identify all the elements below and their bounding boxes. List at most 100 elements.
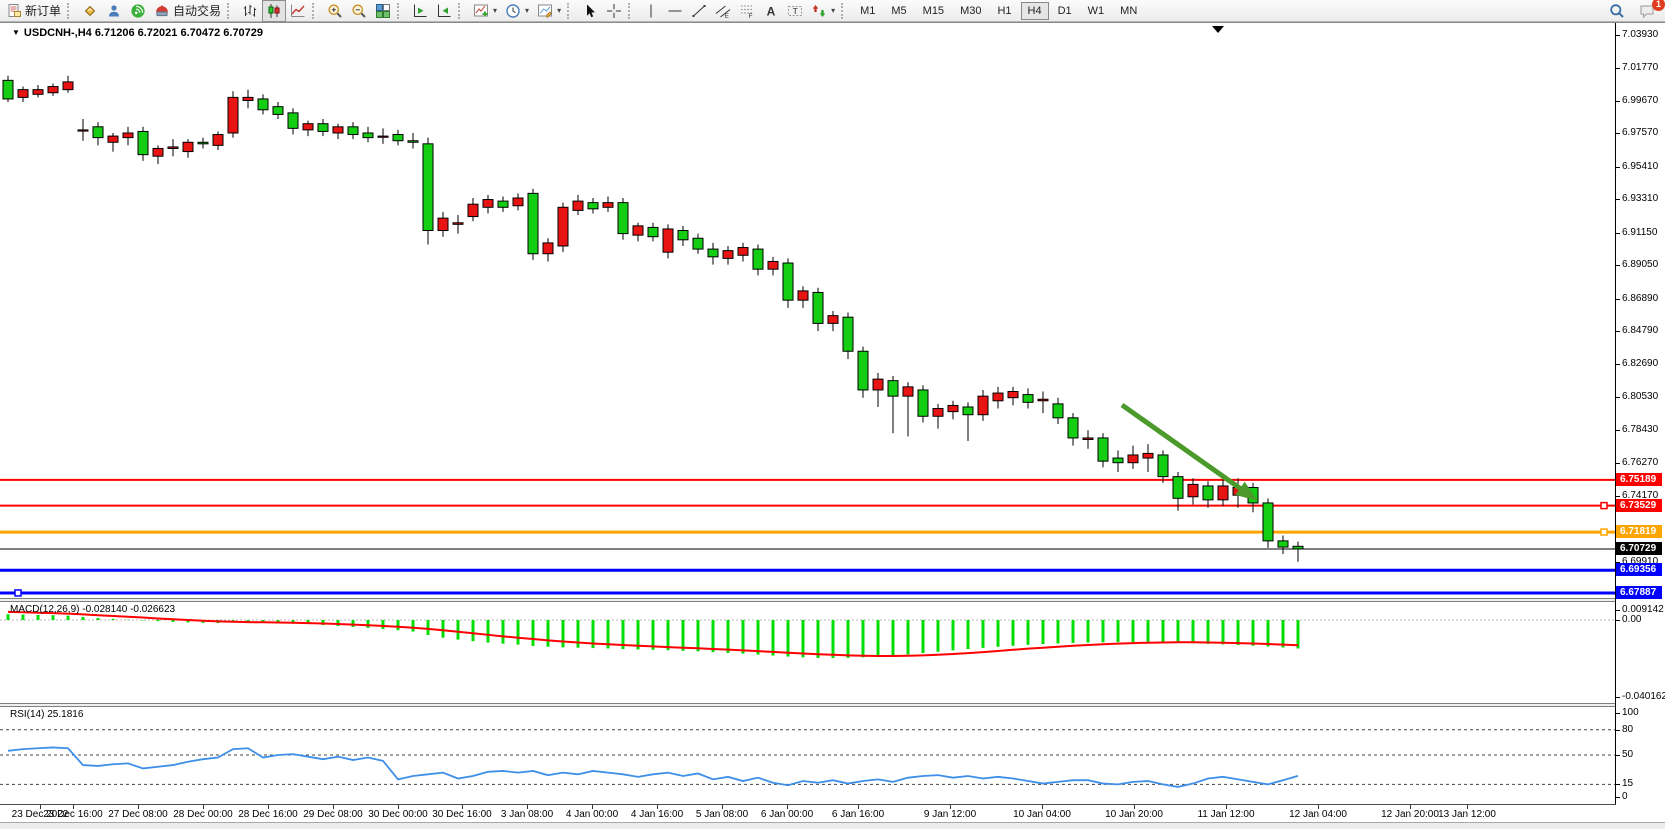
status-bar (0, 822, 1665, 829)
rsi-scale-label: 80 (1622, 723, 1634, 735)
time-tick-label: 13 Jan 12:00 (1438, 809, 1496, 820)
candle-body (677, 230, 689, 241)
zoom-in-button[interactable] (323, 0, 347, 22)
toolbar-group-grip[interactable] (67, 2, 74, 19)
bar-chart-button[interactable] (238, 0, 262, 22)
dropdown-caret-icon[interactable]: ▾ (525, 6, 530, 15)
level-price-badge: 6.71819 (1616, 525, 1662, 539)
arrows-button[interactable]: ▾ (807, 0, 839, 22)
signals-button[interactable] (126, 0, 150, 22)
timeframe-h4-button[interactable]: H4 (1020, 1, 1049, 20)
toolbar-group-grip[interactable] (397, 2, 404, 19)
toolbar-group-grip[interactable] (628, 2, 635, 19)
zoom-out-button[interactable] (347, 0, 371, 22)
time-scale[interactable]: 23 Dec 2022 23 Dec 16:00 27 Dec 08:00 28 De… (0, 804, 1616, 823)
candle-body (482, 199, 494, 208)
candle-body (47, 86, 59, 94)
timeframe-w1-button[interactable]: W1 (1087, 4, 1105, 17)
candle-body (182, 141, 194, 153)
toolbar-group-grip[interactable] (841, 2, 848, 19)
candlestick-chart-button[interactable] (262, 0, 287, 22)
price-chart-panel[interactable] (0, 23, 1615, 598)
dropdown-caret-icon[interactable]: ▾ (831, 6, 836, 15)
trendline-button[interactable] (687, 0, 711, 22)
price-chart-canvas[interactable] (0, 23, 1615, 598)
macd-rsi-splitter[interactable] (0, 703, 1616, 707)
community-button[interactable] (102, 0, 126, 22)
scale-tick (1616, 561, 1620, 563)
toolbar-group-grip[interactable] (567, 2, 574, 19)
trend-arrow-line[interactable] (1120, 402, 1242, 491)
candle-body (1007, 391, 1019, 399)
trendline-icon (692, 4, 706, 17)
autotrading-icon (156, 5, 168, 16)
horizontal-line-button[interactable] (663, 0, 687, 22)
candle-body (707, 248, 719, 258)
cursor-button[interactable] (578, 0, 602, 22)
search-button[interactable] (1605, 0, 1629, 22)
autotrading-button[interactable]: 自动交易 (150, 0, 225, 22)
auto-scroll-button[interactable] (408, 0, 432, 22)
channel-button[interactable]: E (711, 0, 735, 22)
timeframe-m5-button[interactable]: M5 (891, 4, 907, 17)
candle-body (962, 406, 974, 416)
level-line-handle[interactable] (1600, 501, 1608, 510)
macd-scale-label: 0.00 (1622, 614, 1642, 625)
chart-shift-button[interactable] (432, 0, 456, 22)
candle-body (917, 389, 929, 417)
candle-body (422, 143, 434, 232)
level-line-handle[interactable] (1600, 528, 1608, 536)
timeframe-mn-button[interactable]: MN (1120, 4, 1138, 17)
price-macd-splitter[interactable] (0, 598, 1616, 602)
candle-body (902, 386, 914, 397)
time-tick-label: 6 Jan 16:00 (831, 809, 885, 820)
indicators-button[interactable]: ▾ (469, 0, 501, 22)
timeframe-m15-button[interactable]: M15 (922, 4, 945, 17)
scroll-position-marker-icon (1212, 26, 1224, 33)
price-scale[interactable]: 7.03930 7.01770 6.99670 6.97570 6.95410 6.933… (1615, 0, 1665, 829)
line-chart-button[interactable] (286, 0, 310, 22)
candle-body (1052, 403, 1064, 419)
text-label-button[interactable]: T (783, 0, 807, 22)
price-tick-label: 6.91150 (1622, 226, 1658, 238)
rsi-panel[interactable] (0, 707, 1615, 804)
chart-title-expand-icon[interactable]: ▼ (12, 28, 20, 37)
time-tick-label: 12 Jan 04:00 (1289, 809, 1347, 820)
periods-button[interactable]: ▾ (501, 0, 533, 22)
time-tick-label: 10 Jan 20:00 (1105, 809, 1163, 820)
timeframe-d1-button[interactable]: D1 (1057, 4, 1072, 17)
templates-button[interactable]: ▾ (533, 0, 565, 22)
candle-body (872, 378, 884, 391)
toolbar-group-grip[interactable] (312, 2, 319, 19)
trend-arrow-head[interactable] (1235, 481, 1258, 501)
templates-icon (538, 4, 553, 18)
candle-body (2, 79, 14, 100)
macd-canvas[interactable] (0, 602, 1615, 703)
timeframe-m1-button[interactable]: M1 (860, 4, 876, 17)
tile-windows-button[interactable] (371, 0, 395, 22)
candle-body (227, 96, 239, 134)
text-button[interactable]: A (759, 0, 783, 22)
macd-panel[interactable] (0, 602, 1615, 703)
toolbar-group-grip[interactable] (227, 2, 234, 19)
candle-body (1292, 545, 1304, 550)
level-line-handle[interactable] (14, 589, 22, 597)
time-tick-label: 28 Dec 16:00 (238, 809, 298, 820)
chat-button[interactable]: 1 (1635, 0, 1665, 22)
time-tick (950, 805, 951, 809)
new-order-button[interactable]: 新订单 (2, 0, 65, 22)
time-tick-label: 27 Dec 08:00 (108, 809, 168, 820)
timeframe-m30-button[interactable]: M30 (960, 4, 982, 17)
rsi-canvas[interactable] (0, 707, 1615, 804)
dropdown-caret-icon[interactable]: ▾ (557, 6, 562, 15)
crosshair-button[interactable] (602, 0, 626, 22)
time-tick (657, 805, 658, 809)
time-tick (592, 805, 593, 809)
market-button[interactable] (78, 0, 102, 22)
candle-body (662, 228, 674, 253)
toolbar-group-grip[interactable] (458, 2, 465, 19)
vertical-line-button[interactable] (639, 0, 663, 22)
dropdown-caret-icon[interactable]: ▾ (493, 6, 498, 15)
fibonacci-button[interactable]: F (735, 0, 759, 22)
timeframe-h1-button[interactable]: H1 (997, 4, 1012, 17)
